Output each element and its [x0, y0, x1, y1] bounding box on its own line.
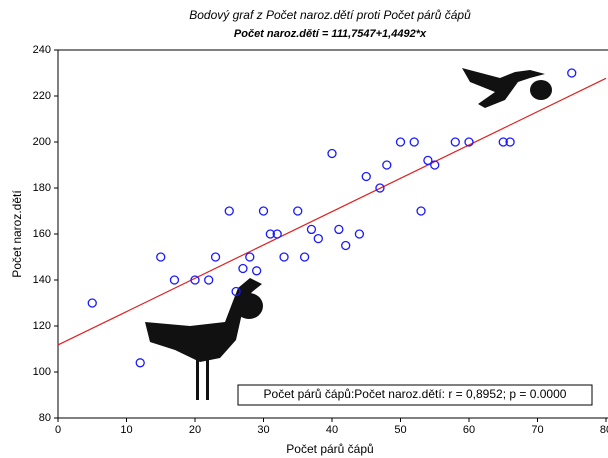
y-tick-label: 160: [33, 228, 51, 240]
y-tick-label: 140: [33, 274, 51, 286]
data-point: [335, 225, 343, 233]
x-tick-label: 40: [326, 424, 338, 436]
x-tick-label: 80: [600, 424, 608, 436]
data-point: [314, 235, 322, 243]
data-point: [225, 207, 233, 215]
annotation: Počet párů čápů:Počet naroz.dětí: r = 0,…: [264, 387, 567, 401]
y-tick-label: 220: [33, 90, 51, 102]
data-point: [260, 207, 268, 215]
data-point: [294, 207, 302, 215]
data-point: [355, 230, 363, 238]
data-point: [239, 265, 247, 273]
data-point: [136, 359, 144, 367]
y-tick-label: 120: [33, 320, 51, 332]
data-point: [170, 276, 178, 284]
x-tick-label: 70: [531, 424, 543, 436]
data-point: [212, 253, 220, 261]
stork-top: [462, 68, 552, 108]
data-point: [342, 242, 350, 250]
x-tick-label: 30: [257, 424, 269, 436]
stork-bottom: [145, 278, 263, 400]
data-point: [307, 225, 315, 233]
page: Bodový graf z Počet naroz.dětí proti Poč…: [0, 0, 608, 458]
y-tick-label: 80: [39, 412, 51, 424]
data-point: [410, 138, 418, 146]
data-point: [157, 253, 165, 261]
x-tick-label: 0: [55, 424, 61, 436]
data-point: [383, 161, 391, 169]
data-point: [301, 253, 309, 261]
y-tick-label: 200: [33, 136, 51, 148]
y-tick-label: 100: [33, 366, 51, 378]
data-point: [397, 138, 405, 146]
data-point: [568, 69, 576, 77]
data-point: [280, 253, 288, 261]
plot-frame: [58, 50, 608, 418]
regression-line: [58, 78, 606, 345]
x-axis-label: Počet párů čápů: [286, 442, 373, 456]
data-point: [451, 138, 459, 146]
data-point: [246, 253, 254, 261]
x-tick-label: 50: [394, 424, 406, 436]
chart-title: Bodový graf z Počet naroz.dětí proti Poč…: [189, 8, 471, 22]
x-tick-label: 60: [463, 424, 475, 436]
y-tick-label: 240: [33, 44, 51, 56]
chart: Bodový graf z Počet naroz.dětí proti Poč…: [0, 0, 608, 458]
data-point: [328, 150, 336, 158]
x-tick-label: 10: [120, 424, 132, 436]
y-tick-label: 180: [33, 182, 51, 194]
plot-area: [58, 50, 608, 418]
y-axis-label: Počet naroz.dětí: [10, 190, 24, 278]
data-point: [362, 173, 370, 181]
data-point: [88, 299, 96, 307]
data-point: [205, 276, 213, 284]
x-tick-label: 20: [189, 424, 201, 436]
data-point: [417, 207, 425, 215]
chart-subtitle: Počet naroz.dětí = 111,7547+1,4492*x: [234, 28, 427, 40]
data-point: [253, 267, 261, 275]
